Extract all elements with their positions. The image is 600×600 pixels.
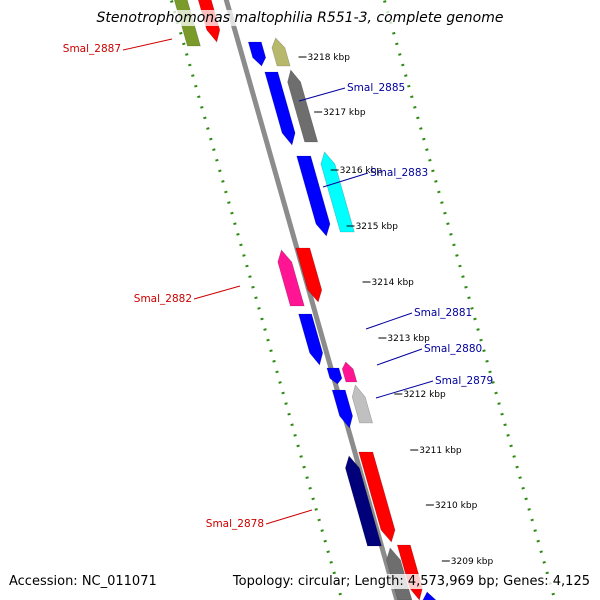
- accession-text: Accession: NC_011071: [9, 574, 157, 589]
- gene-feature: [264, 71, 296, 146]
- gene-feature: [320, 151, 355, 233]
- tick-label: 3209 kbp: [451, 557, 494, 567]
- gene-feature: [277, 249, 305, 307]
- gene-feature: [295, 247, 323, 303]
- tick-label: 3212 kbp: [403, 390, 446, 400]
- tick-label: 3215 kbp: [356, 222, 399, 232]
- gene-feature: [247, 41, 267, 67]
- gene-label-leader: [122, 38, 173, 51]
- gene-feature: [331, 389, 353, 429]
- gene-feature: [341, 361, 358, 383]
- gene-feature: [358, 451, 396, 543]
- gene-feature: [422, 591, 437, 600]
- tick-label: 3217 kbp: [323, 108, 366, 118]
- gene-feature: [287, 69, 319, 143]
- gene-label-leader: [193, 285, 241, 300]
- kbp-ticks: 3218 kbp 3217 kbp 3216 kbp 3215 kbp 3214 kbp…: [298, 53, 494, 567]
- gene-feature: [298, 313, 324, 366]
- gene-label-leader: [375, 380, 434, 399]
- gene-label-leader: [265, 509, 313, 525]
- gene-label-leader: [322, 172, 369, 188]
- tick-label: 3218 kbp: [308, 53, 351, 63]
- genome-summary-text: Topology: circular; Length: 4,573,969 bp…: [232, 574, 590, 589]
- tick-label: 3214 kbp: [371, 278, 414, 288]
- gene-label-leader: [365, 312, 413, 330]
- gene-label: Smal_2878: [206, 518, 264, 530]
- gene-label: Smal_2887: [63, 43, 121, 55]
- genome-backbone: [223, 0, 400, 600]
- gene-label: Smal_2880: [424, 343, 482, 355]
- map-title: Stenotrophomonas maltophilia R551-3, com…: [0, 10, 600, 26]
- gene-label: Smal_2882: [134, 293, 192, 305]
- gene-label: Smal_2879: [435, 375, 493, 387]
- gene-feature: [351, 384, 373, 424]
- gene-label-leader: [298, 87, 346, 102]
- gene-label: Smal_2883: [370, 167, 428, 179]
- gene-feature: [296, 155, 331, 237]
- gene-label: Smal_2885: [347, 82, 405, 94]
- gene-feature: [345, 455, 382, 547]
- tick-label: 3213 kbp: [387, 334, 430, 344]
- gene-label-leader: [376, 348, 423, 366]
- gene-features: [173, 0, 437, 600]
- gene-labels: Smal_2887 Smal_2885 Smal_2883 Smal_2882 Smal…: [63, 38, 493, 530]
- gene-feature: [326, 367, 343, 385]
- gene-label: Smal_2881: [414, 307, 472, 319]
- tick-label: 3216 kbp: [340, 166, 383, 176]
- tick-label: 3211 kbp: [419, 446, 462, 456]
- gene-feature: [271, 37, 291, 67]
- tick-label: 3210 kbp: [435, 501, 478, 511]
